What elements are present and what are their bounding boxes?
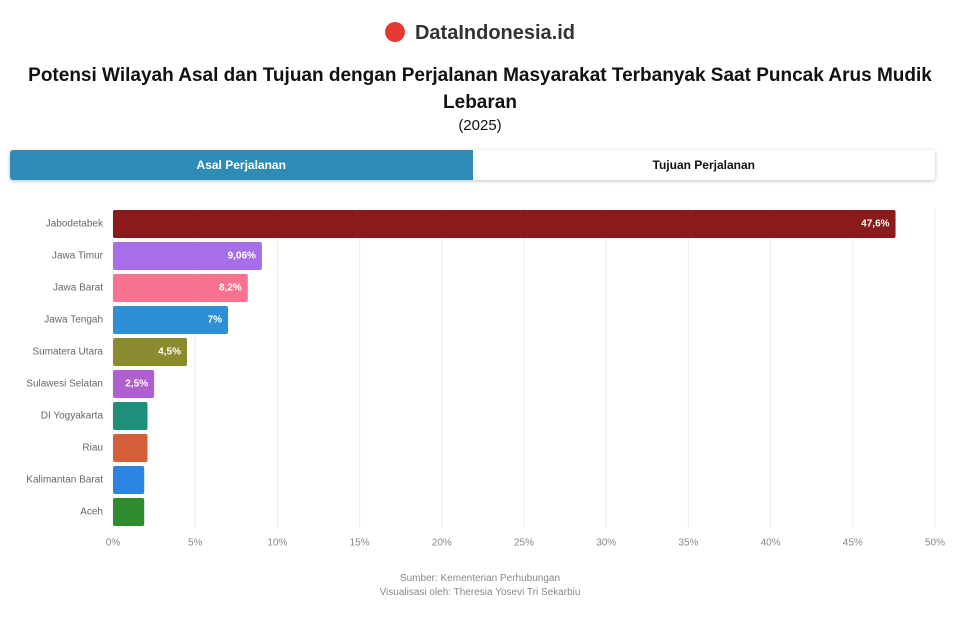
y-tick-label: Sumatera Utara	[32, 347, 103, 358]
source: Sumber: Kementerian Perhubungan	[399, 573, 561, 584]
y-tick-label: Jawa Barat	[53, 283, 103, 294]
bar	[113, 274, 248, 302]
chart-title: Potensi Wilayah Asal dan Tujuan dengan P…	[28, 65, 932, 113]
brand: DataIndonesia.id	[0, 22, 960, 45]
x-tick-label: 45%	[843, 538, 863, 549]
bar	[113, 402, 148, 430]
x-tick-label: 40%	[761, 538, 781, 549]
data-label: 4,5%	[158, 347, 181, 358]
y-tick-label: Jawa Tengah	[44, 315, 103, 326]
data-label: 47,6%	[861, 219, 889, 230]
x-tick-label: 15%	[350, 538, 370, 549]
tab[interactable]: Asal Perjalanan	[10, 150, 473, 180]
bar	[113, 210, 896, 238]
bar	[113, 498, 145, 526]
bar	[113, 434, 148, 462]
x-tick-label: 30%	[596, 538, 616, 549]
x-tick-label: 0%	[106, 538, 121, 549]
y-tick-label: Sulawesi Selatan	[26, 379, 103, 390]
brand-text: DataIndonesia.id	[414, 22, 576, 44]
bar	[113, 306, 229, 334]
data-label: 2,5%	[125, 379, 148, 390]
y-tick-label: Kalimantan Barat	[26, 475, 103, 486]
credit: Visualisasi oleh: Theresia Yosevi Tri Se…	[379, 587, 581, 598]
footer: Sumber: Kementerian Perhubungan Visualis…	[0, 572, 960, 600]
tab[interactable]: Tujuan Perjalanan	[652, 158, 755, 172]
bar	[113, 370, 155, 398]
y-tick-label: Aceh	[80, 507, 103, 518]
x-tick-label: 5%	[188, 538, 203, 549]
x-tick-label: 50%	[925, 538, 945, 549]
x-tick-label: 20%	[432, 538, 452, 549]
chart-subtitle: (2025)	[458, 117, 502, 134]
data-label: 8,2%	[219, 283, 242, 294]
logo	[384, 22, 405, 42]
x-tick-label: 35%	[678, 538, 698, 549]
bar	[113, 466, 145, 494]
x-tick-label: 10%	[267, 538, 287, 549]
y-tick-label: Jabodetabek	[46, 219, 104, 230]
bar	[113, 242, 262, 270]
y-tick-label: Riau	[82, 443, 103, 454]
x-tick-label: 25%	[514, 538, 534, 549]
y-tick-label: Jawa Timur	[52, 251, 104, 262]
data-label: 9,06%	[228, 251, 256, 262]
y-tick-label: DI Yogyakarta	[41, 411, 104, 422]
tab-bar: Asal Perjalanan Tujuan Perjalanan	[10, 150, 935, 180]
data-label: 7%	[208, 315, 223, 326]
bar	[113, 338, 187, 366]
